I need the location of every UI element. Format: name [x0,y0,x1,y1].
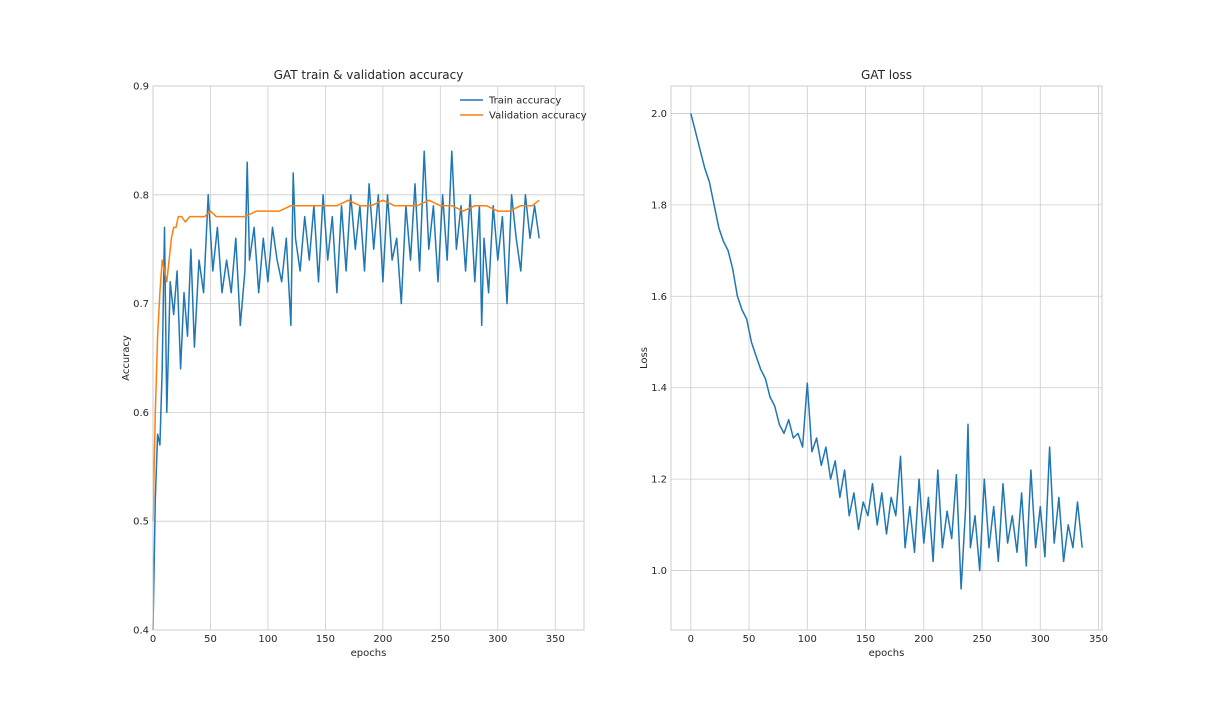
loss-chart: 0 50 100 150 200 250 300 3501.01.21.41.61.82.0 … [639,68,1108,659]
loss-x-tick-label: 350 [1089,634,1108,645]
loss-x-tick-label: 150 [856,634,875,645]
loss-line [690,113,1083,590]
loss-y-tick-label: 1.6 [651,292,667,303]
accuracy-x-tick-label: 150 [316,634,335,645]
accuracy-legend: Train accuracy Validation accuracy [460,96,587,122]
loss-lines [690,113,1083,590]
loss-y-tick-label: 2.0 [651,109,667,120]
loss-y-tick-label: 1.2 [651,475,667,486]
accuracy-x-tick-label: 300 [488,634,507,645]
accuracy-x-tick-label: 50 [204,634,217,645]
loss-x-tick-label: 100 [798,634,817,645]
loss-y-tick-label: 1.4 [651,383,667,394]
accuracy-axes-frame [152,85,585,631]
validation-accuracy-line [152,199,540,522]
loss-axes-frame [670,85,1103,631]
accuracy-x-tick-label: 0 [150,634,156,645]
loss-x-tick-label: 300 [1031,634,1050,645]
accuracy-x-tick-label: 100 [258,634,277,645]
accuracy-chart-title: GAT train & validation accuracy [274,68,464,82]
train-accuracy-line [152,150,540,631]
loss-y-tick-label: 1.8 [651,200,667,211]
loss-x-tick-label: 250 [972,634,991,645]
accuracy-y-tick-label: 0.4 [133,626,149,637]
accuracy-y-tick-label: 0.9 [133,82,149,93]
loss-grid [671,86,1102,630]
loss-x-tick-label: 200 [914,634,933,645]
accuracy-x-tick-label: 350 [546,634,565,645]
train-accuracy-legend-label: Train accuracy [488,96,561,107]
loss-chart-title: GAT loss [861,68,912,82]
loss-x-tick-label: 0 [688,634,694,645]
accuracy-y-tick-label: 0.6 [133,408,149,419]
accuracy-chart: 0 50 100 150 200 250 300 3500.40.50.60.70.80.9 … [121,68,587,659]
accuracy-y-tick-label: 0.5 [133,517,149,528]
loss-y-tick-label: 1.0 [651,566,667,577]
loss-x-tick-label: 50 [743,634,756,645]
accuracy-y-axis-label: Accuracy [121,335,132,381]
accuracy-y-tick-label: 0.7 [133,299,149,310]
accuracy-x-tick-label: 250 [431,634,450,645]
loss-y-axis-label: Loss [639,347,650,369]
accuracy-y-tick-label: 0.8 [133,190,149,201]
accuracy-tick-labels: 0 50 100 150 200 250 300 350 0.4 0.5 0.6 0.7 0.8 0.9 [133,82,565,646]
loss-tick-labels: 0 50 100 150 200 250 300 350 1.0 1.2 1.4 1.6 1.8 2.0 [651,109,1108,645]
accuracy-x-axis-label: epochs [351,648,387,659]
loss-x-axis-label: epochs [869,648,905,659]
accuracy-lines [152,150,540,631]
accuracy-x-tick-label: 200 [373,634,392,645]
validation-accuracy-legend-label: Validation accuracy [489,111,587,122]
